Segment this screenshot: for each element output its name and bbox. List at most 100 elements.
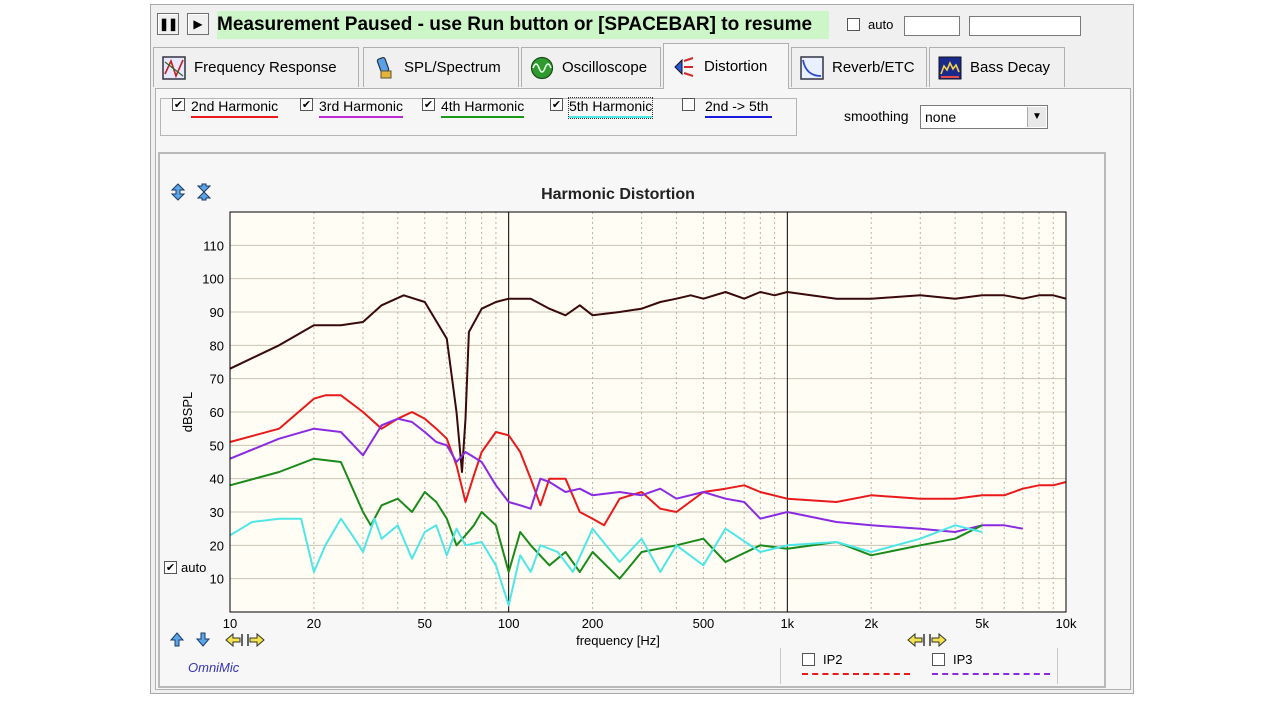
tab-frequency-response[interactable]: Frequency Response bbox=[153, 47, 359, 87]
smoothing-value: none bbox=[925, 109, 957, 125]
y-tick-label: 110 bbox=[203, 238, 224, 253]
ip2-line bbox=[802, 673, 910, 675]
y-auto-label: auto bbox=[181, 560, 207, 575]
x-axis-label: frequency [Hz] bbox=[576, 633, 660, 648]
x-left-expand-icon[interactable] bbox=[247, 632, 265, 648]
harmonic-2nd[interactable]: ✔ 2nd Harmonic bbox=[172, 98, 279, 118]
spl-meter-icon bbox=[376, 56, 392, 78]
play-icon: ▶ bbox=[193, 17, 203, 31]
tab-label: Oscilloscope bbox=[562, 59, 648, 76]
auto-checkbox[interactable] bbox=[847, 18, 860, 31]
y-tick-label: 80 bbox=[210, 338, 224, 353]
x-tick-label: 50 bbox=[418, 616, 432, 631]
checkbox-5th-harmonic[interactable]: ✔ bbox=[550, 98, 563, 111]
tab-label: SPL/Spectrum bbox=[404, 59, 501, 76]
smoothing-select[interactable]: none ▼ bbox=[920, 105, 1048, 129]
omnimic-brand: OmniMic bbox=[188, 660, 240, 675]
harmonic-distortion-chart: 10 20 30 40 50 60 70 80 90 100 110 10 20 50 100 200 500 1… bbox=[169, 183, 1077, 675]
checkbox-2nd-harmonic[interactable]: ✔ bbox=[172, 98, 185, 111]
x-tick-label: 500 bbox=[693, 616, 715, 631]
x-right-compress-icon[interactable] bbox=[907, 632, 925, 648]
series-line-2nd-harmonic bbox=[229, 394, 1067, 527]
tab-label: Frequency Response bbox=[194, 59, 337, 76]
y-tick-label: 10 bbox=[210, 572, 224, 587]
tab-label: Reverb/ETC bbox=[832, 59, 915, 76]
scroll-down-icon[interactable] bbox=[195, 632, 211, 647]
y-axis-label: dBSPL bbox=[180, 392, 195, 432]
x-tick-label: 20 bbox=[307, 616, 321, 631]
oscilloscope-icon bbox=[530, 56, 554, 79]
smoothing-label: smoothing bbox=[844, 108, 909, 124]
series-line-4th-harmonic bbox=[229, 457, 983, 580]
x-tick-label: 5k bbox=[975, 616, 989, 631]
tab-oscilloscope[interactable]: Oscilloscope bbox=[521, 47, 661, 87]
harmonic-4th[interactable]: ✔ 4th Harmonic bbox=[422, 98, 525, 118]
pause-button[interactable]: ❚❚ bbox=[157, 13, 179, 35]
series-line-3rd-harmonic bbox=[229, 417, 1023, 533]
y-expand-icon[interactable] bbox=[170, 183, 186, 201]
checkbox-3rd-harmonic[interactable]: ✔ bbox=[300, 98, 313, 111]
y-auto-group[interactable]: ✔ auto bbox=[164, 560, 209, 575]
tab-label: Distortion bbox=[704, 58, 768, 75]
harmonic-label: 2nd -> 5th bbox=[705, 98, 773, 118]
y-tick-label: 70 bbox=[210, 372, 224, 387]
y-compress-icon[interactable] bbox=[196, 183, 212, 201]
harmonic-label: 4th Harmonic bbox=[441, 98, 525, 118]
ip-group bbox=[780, 648, 1058, 684]
ip2-label: IP2 bbox=[823, 652, 843, 667]
chart-title: Harmonic Distortion bbox=[541, 186, 695, 203]
harmonic-label: 2nd Harmonic bbox=[191, 98, 279, 118]
ip3-control[interactable]: IP3 bbox=[932, 652, 1050, 675]
y-tick-label: 20 bbox=[210, 538, 224, 553]
frequency-response-icon bbox=[162, 55, 186, 80]
y-tick-label: 60 bbox=[210, 405, 224, 420]
ip3-checkbox[interactable] bbox=[932, 653, 945, 666]
ip3-line bbox=[932, 673, 1050, 675]
tab-spl-spectrum[interactable]: SPL/Spectrum bbox=[363, 47, 519, 87]
x-tick-label: 1k bbox=[780, 616, 794, 631]
tab-reverb-etc[interactable]: Reverb/ETC bbox=[791, 47, 927, 87]
y-auto-checkbox[interactable]: ✔ bbox=[164, 561, 177, 574]
series-line-fundamental bbox=[229, 291, 1067, 473]
harmonic-label: 5th Harmonic bbox=[567, 97, 654, 119]
chart-frame: 10 20 30 40 50 60 70 80 90 100 110 10 20 50 100 200 500 1… bbox=[158, 152, 1106, 688]
pause-icon: ❚❚ bbox=[158, 17, 178, 31]
distortion-panel: ✔ 2nd Harmonic ✔ 3rd Harmonic ✔ 4th Harm… bbox=[155, 88, 1131, 690]
checkbox-2nd-to-5th[interactable] bbox=[682, 98, 695, 111]
scroll-up-icon[interactable] bbox=[169, 632, 185, 647]
ip3-label: IP3 bbox=[953, 652, 973, 667]
tab-distortion[interactable]: Distortion bbox=[663, 43, 789, 89]
bass-decay-icon bbox=[938, 56, 962, 79]
x-tick-label: 10 bbox=[223, 616, 237, 631]
x-tick-label: 100 bbox=[498, 616, 520, 631]
y-tick-label: 100 bbox=[202, 272, 224, 287]
status-banner: Measurement Paused - use Run button or [… bbox=[217, 11, 829, 39]
harmonic-label: 3rd Harmonic bbox=[319, 98, 404, 118]
series-line-5th-harmonic bbox=[229, 517, 983, 607]
level-field-2[interactable] bbox=[969, 16, 1081, 36]
harmonic-2nd-to-5th[interactable]: 2nd -> 5th bbox=[682, 98, 773, 118]
y-tick-label: 40 bbox=[210, 472, 224, 487]
y-tick-label: 90 bbox=[210, 305, 224, 320]
reverb-icon bbox=[800, 55, 824, 80]
x-left-compress-icon[interactable] bbox=[225, 632, 243, 648]
tab-bass-decay[interactable]: Bass Decay bbox=[929, 47, 1065, 87]
tab-label: Bass Decay bbox=[970, 59, 1051, 76]
chevron-down-icon[interactable]: ▼ bbox=[1027, 107, 1046, 127]
checkbox-4th-harmonic[interactable]: ✔ bbox=[422, 98, 435, 111]
app-window: ❚❚ ▶ Measurement Paused - use Run button… bbox=[150, 4, 1134, 694]
harmonic-3rd[interactable]: ✔ 3rd Harmonic bbox=[300, 98, 404, 118]
y-tick-label: 50 bbox=[210, 438, 224, 453]
auto-checkbox-group[interactable]: auto bbox=[847, 17, 893, 32]
x-right-expand-icon[interactable] bbox=[929, 632, 947, 648]
distortion-icon bbox=[674, 56, 694, 77]
x-tick-label: 200 bbox=[582, 616, 604, 631]
level-field-1[interactable] bbox=[904, 16, 960, 36]
ip2-checkbox[interactable] bbox=[802, 653, 815, 666]
run-button[interactable]: ▶ bbox=[187, 13, 209, 35]
ip2-control[interactable]: IP2 bbox=[802, 652, 910, 675]
x-tick-label: 2k bbox=[864, 616, 878, 631]
harmonics-group bbox=[160, 98, 797, 136]
harmonic-5th[interactable]: ✔ 5th Harmonic bbox=[550, 97, 654, 119]
auto-label: auto bbox=[868, 17, 894, 32]
